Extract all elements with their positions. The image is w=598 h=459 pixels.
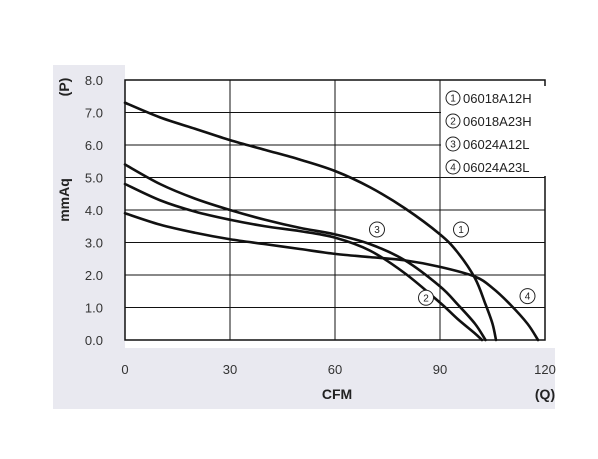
y-tick-label: 0.0 — [85, 333, 103, 348]
series-callout-circle — [369, 221, 385, 238]
y-tick-labels: 0.0 1.0 2.0 3.0 4.0 5.0 6.0 7.0 8.0 — [85, 73, 103, 348]
legend-label: 06024A12L — [463, 137, 530, 152]
series-callout-circle — [418, 289, 434, 306]
series-lines — [123, 101, 540, 342]
x-axis-band — [53, 348, 555, 409]
series-callout-number: 2 — [423, 293, 429, 304]
y-tick-label: 1.0 — [85, 301, 103, 316]
y-tick-label: 3.0 — [85, 236, 103, 251]
x-tick-label: 60 — [328, 362, 342, 377]
series-callout-circle — [519, 288, 536, 305]
y-tick-label: 7.0 — [85, 106, 103, 121]
series-line-3 — [123, 163, 487, 342]
legend-marker-circle — [445, 113, 461, 129]
x-tick-label: 90 — [433, 362, 447, 377]
legend-marker-circle — [445, 136, 461, 152]
legend-marker-circle — [445, 159, 461, 175]
y-tick-label: 8.0 — [85, 73, 103, 88]
y-tick-label: 5.0 — [85, 171, 103, 186]
legend-label: 06018A23H — [463, 114, 532, 129]
legend-marker-number: 1 — [450, 94, 456, 105]
series-line-2 — [123, 182, 484, 342]
y-axis-symbol-label: (P) — [56, 78, 72, 97]
series-callout-number: 4 — [525, 292, 531, 303]
y-axis-unit-label: mmAq — [56, 178, 72, 222]
series-callouts: 1 2 3 4 — [369, 221, 536, 306]
legend: 1 06018A12H 2 06018A23H 3 06024A12L 4 06024A23L — [441, 86, 547, 176]
legend-label: 06024A23L — [463, 160, 530, 175]
legend-marker-number: 2 — [450, 117, 456, 128]
x-tick-label: 120 — [534, 362, 556, 377]
x-axis-symbol-label: (Q) — [535, 386, 555, 402]
legend-marker-number: 4 — [450, 163, 456, 174]
y-tick-label: 6.0 — [85, 138, 103, 153]
x-tick-label: 30 — [223, 362, 237, 377]
series-line-4 — [123, 211, 540, 342]
x-tick-label: 0 — [121, 362, 128, 377]
legend-marker-circle — [445, 90, 461, 106]
legend-label: 06018A12H — [463, 91, 532, 106]
series-callout-number: 3 — [374, 225, 380, 236]
y-tick-label: 2.0 — [85, 268, 103, 283]
series-callout-circle — [453, 221, 469, 238]
x-tick-labels: 0 30 60 90 120 — [121, 362, 555, 377]
series-line-1 — [123, 101, 498, 342]
series-callout-number: 1 — [458, 225, 464, 236]
x-axis-unit-label: CFM — [322, 386, 352, 402]
legend-marker-number: 3 — [450, 140, 456, 151]
y-tick-label: 4.0 — [85, 203, 103, 218]
grid — [124, 79, 546, 341]
